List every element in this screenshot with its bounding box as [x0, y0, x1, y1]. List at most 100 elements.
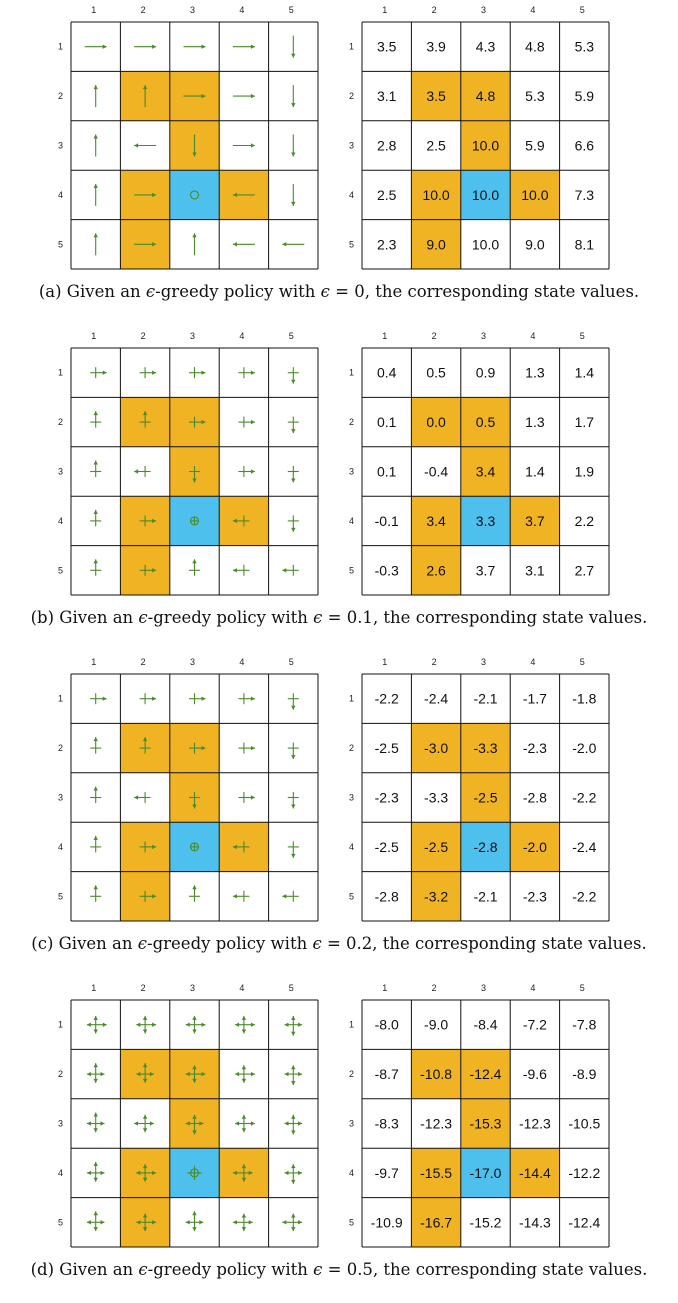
- state-value: 2.3: [377, 236, 397, 252]
- state-value: -2.8: [523, 790, 547, 806]
- down-arrow-icon: [287, 693, 299, 710]
- stay-circle-icon: [189, 842, 200, 852]
- policy-row-label: 5: [58, 239, 63, 249]
- up-arrow-icon: [90, 737, 102, 754]
- up-arrow-icon: [93, 85, 98, 108]
- left-arrow-icon: [232, 192, 255, 198]
- state-value: -16.7: [420, 1214, 452, 1230]
- down-arrow-icon: [287, 416, 299, 434]
- down-arrow-icon: [189, 792, 200, 809]
- value-row-label: 1: [349, 368, 354, 378]
- grid-cell: [362, 170, 412, 220]
- state-value: -1.8: [572, 691, 596, 707]
- grid-cell: [362, 822, 412, 872]
- grid-cell: [411, 446, 461, 497]
- state-value: -12.4: [470, 1066, 502, 1082]
- caption: (c) Given an ϵ-greedy policy with ϵ = 0.…: [31, 934, 647, 953]
- forbidden-cell: [411, 170, 461, 220]
- state-value: 1.3: [525, 414, 545, 430]
- state-value: -12.3: [519, 1116, 551, 1132]
- up-arrow-icon: [189, 559, 200, 576]
- up-arrow-icon: [189, 885, 200, 902]
- target-cell: [460, 822, 511, 872]
- grid-cell: [460, 219, 511, 269]
- right-arrow-icon: [86, 1015, 107, 1034]
- up-arrow-icon: [142, 85, 148, 108]
- policy-row-label: 2: [58, 417, 63, 427]
- left-arrow-icon: [134, 792, 151, 803]
- forbidden-cell: [411, 219, 461, 269]
- policy-row-label: 1: [58, 1020, 63, 1030]
- state-value: -2.8: [473, 839, 497, 855]
- state-value: 7.3: [575, 187, 595, 203]
- value-col-label: 1: [382, 983, 387, 993]
- value-col-label: 1: [382, 5, 387, 15]
- state-value: 2.2: [575, 513, 595, 529]
- left-arrow-icon: [232, 1164, 253, 1182]
- policy-row-label: 5: [58, 565, 63, 575]
- state-value: 0.9: [476, 365, 496, 381]
- value-col-label: 4: [530, 331, 535, 341]
- down-arrow-icon: [287, 515, 299, 532]
- state-value: 4.8: [525, 39, 545, 55]
- state-value: 9.0: [525, 236, 545, 252]
- value-col-label: 4: [530, 5, 535, 15]
- grid-cell: [559, 170, 609, 220]
- right-arrow-icon: [139, 564, 157, 576]
- target-cell: [460, 496, 511, 546]
- state-value: -3.0: [424, 740, 448, 756]
- grid-cell: [460, 674, 511, 724]
- left-arrow-icon: [134, 466, 151, 477]
- state-value: -2.2: [572, 790, 596, 806]
- down-arrow-icon: [291, 134, 296, 157]
- forbidden-cell: [411, 723, 461, 773]
- forbidden-cell: [411, 1049, 461, 1099]
- state-value: -3.3: [424, 790, 448, 806]
- grid-cell: [411, 1098, 461, 1149]
- value-row-label: 3: [349, 141, 354, 151]
- right-arrow-icon: [183, 44, 206, 49]
- down-arrow-icon: [192, 134, 197, 157]
- value-row-label: 4: [349, 1168, 354, 1178]
- state-value: 8.1: [575, 236, 595, 252]
- policy-col-label: 3: [190, 983, 195, 993]
- state-value: 2.7: [575, 562, 595, 578]
- right-arrow-icon: [84, 44, 107, 49]
- grid-cell: [411, 22, 461, 72]
- down-arrow-icon: [284, 1065, 303, 1086]
- value-col-label: 5: [580, 983, 585, 993]
- state-value: 10.0: [422, 187, 449, 203]
- state-value: -10.8: [420, 1066, 452, 1082]
- caption: (b) Given an ϵ-greedy policy with ϵ = 0.…: [30, 608, 648, 627]
- value-col-label: 5: [580, 657, 585, 667]
- right-arrow-icon: [232, 143, 255, 148]
- state-value: -1.7: [523, 691, 547, 707]
- state-value: 3.5: [426, 88, 446, 104]
- grid-cell: [559, 723, 609, 773]
- down-arrow-icon: [291, 183, 296, 206]
- grid-cell: [362, 348, 412, 398]
- state-value: -8.3: [375, 1116, 399, 1132]
- state-value: -12.4: [568, 1214, 600, 1230]
- right-arrow-icon: [139, 693, 157, 705]
- policy-row-label: 1: [58, 42, 63, 52]
- state-value: -7.2: [523, 1017, 547, 1033]
- up-arrow-icon: [86, 1063, 105, 1083]
- down-arrow-icon: [291, 35, 296, 58]
- state-value: 10.0: [472, 236, 499, 252]
- right-arrow-icon: [90, 367, 107, 379]
- policy-col-label: 2: [141, 5, 146, 15]
- state-value: -2.5: [424, 839, 448, 855]
- forbidden-cell: [460, 397, 511, 447]
- state-value-grid: 1 2 3 4 5 1 2 3 4 5 -8.0 -9.0 -8.4 -7.2 -7.8 -8.7 -10.8 -…: [349, 983, 610, 1248]
- policy-row-label: 3: [58, 141, 63, 151]
- grid-cell: [411, 348, 461, 398]
- state-value: -2.1: [473, 691, 497, 707]
- right-arrow-icon: [134, 192, 157, 198]
- policy-col-label: 3: [190, 331, 195, 341]
- state-value: 3.3: [476, 513, 496, 529]
- grid-cell: [510, 348, 560, 398]
- state-value: -15.2: [470, 1214, 502, 1230]
- grid-cell: [559, 496, 609, 546]
- state-value: -15.5: [420, 1165, 452, 1181]
